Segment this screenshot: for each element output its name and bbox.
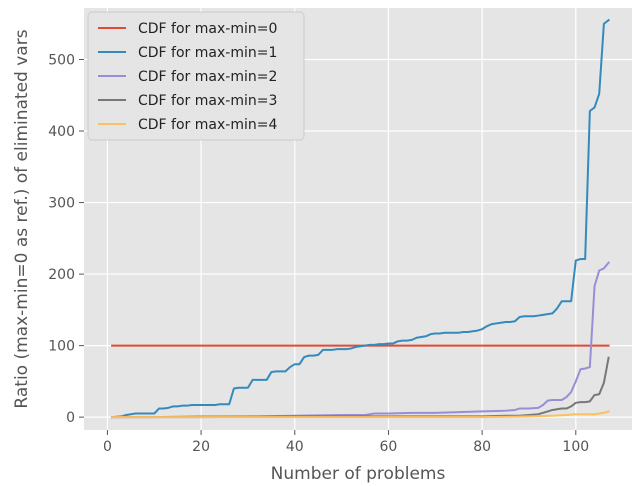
- y-axis-ticks: 0 100 200 300 400 500: [48, 52, 84, 426]
- x-tick-label: 0: [103, 439, 112, 455]
- y-tick-label: 500: [48, 52, 75, 68]
- y-tick-label: 200: [48, 267, 75, 283]
- legend-label: CDF for max-min=4: [138, 117, 277, 133]
- series-line-4: [111, 410, 610, 419]
- legend: CDF for max-min=0 CDF for max-min=1 CDF fo…: [87, 11, 305, 141]
- x-axis-ticks: 0 20 40 60 80 100: [103, 430, 589, 455]
- x-axis-label: Number of problems: [271, 464, 446, 484]
- y-tick-label: 400: [48, 124, 75, 140]
- legend-label: CDF for max-min=3: [138, 93, 277, 109]
- y-tick-label: 0: [66, 410, 75, 426]
- x-tick-label: 40: [286, 439, 304, 455]
- y-tick-label: 100: [48, 339, 75, 355]
- series-line-1: [111, 18, 610, 419]
- x-tick-label: 20: [192, 439, 210, 455]
- legend-label: CDF for max-min=0: [138, 21, 277, 37]
- y-axis-label: Ratio (max-min=0 as ref.) of eliminated …: [12, 29, 32, 408]
- x-tick-label: 60: [380, 439, 398, 455]
- legend-label: CDF for max-min=2: [138, 69, 277, 85]
- legend-frame: [87, 11, 305, 141]
- legend-label: CDF for max-min=1: [138, 45, 277, 61]
- series-layer: [111, 18, 610, 419]
- x-tick-label: 80: [473, 439, 491, 455]
- series-line-2: [111, 261, 610, 419]
- x-tick-label: 100: [562, 439, 589, 455]
- y-tick-label: 300: [48, 196, 75, 212]
